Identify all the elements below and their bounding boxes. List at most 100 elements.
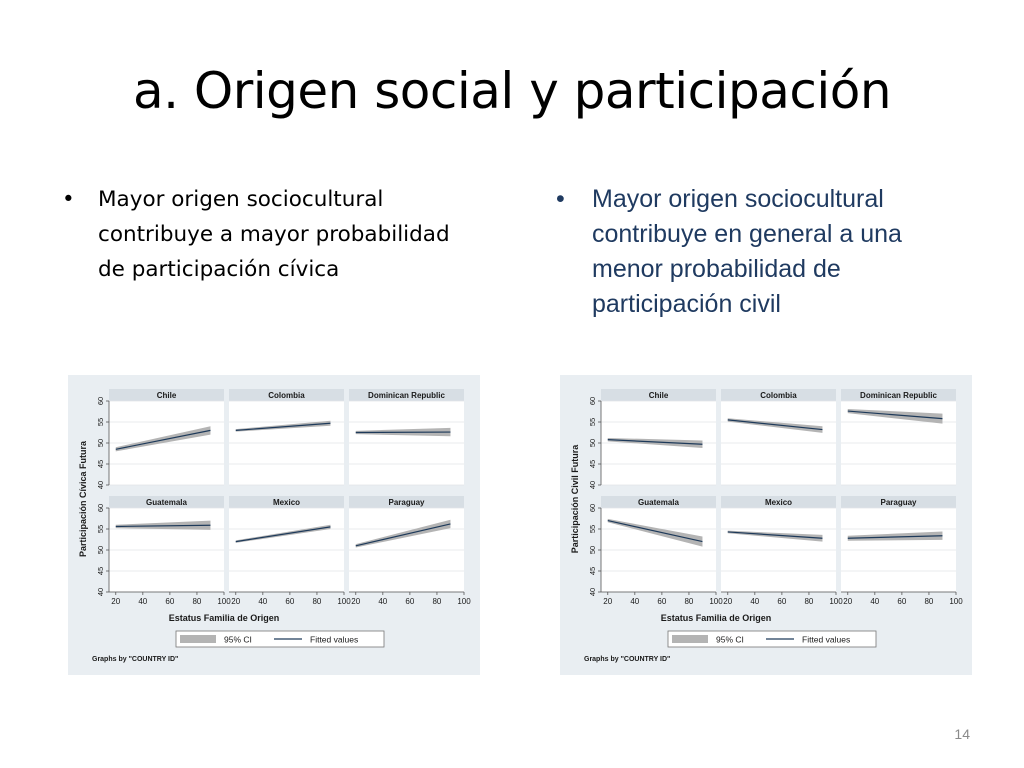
- x-tick-label: 20: [843, 597, 852, 606]
- panel-strip: [601, 496, 716, 508]
- panel-dominican-republic: Dominican Republic: [349, 389, 464, 486]
- x-tick-label: 40: [258, 597, 267, 606]
- x-tick-label: 20: [231, 597, 240, 606]
- legend-label-fit: Fitted values: [310, 635, 358, 645]
- fitted-line: [847, 410, 943, 420]
- panel-title: Colombia: [760, 391, 797, 400]
- page-number: 14: [954, 726, 970, 742]
- panel-strip: [109, 389, 224, 401]
- y-tick-label: 45: [588, 567, 597, 575]
- bullet-left-text: Mayor origen sociocultural contribuye a …: [98, 187, 450, 282]
- x-tick-label: 60: [897, 597, 906, 606]
- fitted-line: [847, 535, 943, 539]
- panel-dominican-republic: Dominican Republic: [841, 389, 956, 486]
- legend: 95% CI Fitted values: [175, 630, 385, 648]
- x-tick-label: 100: [337, 597, 351, 606]
- y-tick-label: 40: [96, 588, 105, 596]
- x-tick-label: 40: [750, 597, 759, 606]
- panel-guatemala: Guatemala 40 45 50 55 60 20 40 60 80 100: [588, 496, 723, 606]
- panel-title: Mexico: [765, 498, 792, 507]
- y-tick-label: 50: [588, 546, 597, 554]
- y-axis-title: Participación Civil Futura: [570, 444, 580, 554]
- panel-strip: [229, 389, 344, 401]
- x-tick-label: 80: [312, 597, 321, 606]
- panel-strip: [109, 496, 224, 508]
- legend-ci-swatch: [672, 635, 708, 643]
- y-tick-label: 45: [588, 460, 597, 468]
- legend-label-ci: 95% CI: [716, 635, 744, 645]
- fitted-line: [235, 422, 331, 431]
- slide-title: a. Origen social y participación: [132, 62, 892, 120]
- x-tick-label: 100: [457, 597, 471, 606]
- x-tick-label: 80: [804, 597, 813, 606]
- legend-ci-swatch: [180, 635, 216, 643]
- y-tick-label: 50: [96, 439, 105, 447]
- x-tick-label: 60: [405, 597, 414, 606]
- x-tick-label: 20: [723, 597, 732, 606]
- ci-band: [115, 520, 211, 530]
- ci-band: [847, 531, 943, 541]
- panel-mexico: Mexico 20 40 60 80 100: [721, 496, 843, 606]
- x-tick-label: 60: [165, 597, 174, 606]
- y-tick-label: 40: [96, 481, 105, 489]
- fitted-line: [727, 419, 823, 431]
- panel-title: Chile: [649, 391, 669, 400]
- y-tick-label: 60: [96, 397, 105, 405]
- panel-strip: [841, 496, 956, 508]
- panel-strip: [349, 496, 464, 508]
- x-tick-label: 60: [285, 597, 294, 606]
- panel-title: Paraguay: [880, 498, 917, 507]
- x-tick-label: 40: [630, 597, 639, 606]
- x-tick-label: 80: [432, 597, 441, 606]
- panel-strip: [349, 389, 464, 401]
- x-tick-label: 100: [709, 597, 723, 606]
- x-axis-title: Estatus Familia de Origen: [169, 613, 280, 623]
- panel-title: Dominican Republic: [860, 391, 937, 400]
- y-axis-title: Participación Cívica Futura: [78, 440, 88, 557]
- x-tick-label: 20: [111, 597, 120, 606]
- x-tick-label: 100: [829, 597, 843, 606]
- chart-civil: Chile 40 45 50 55 60 Colombia Dominican Republi…: [560, 375, 972, 675]
- fitted-line: [355, 523, 451, 547]
- y-tick-label: 55: [96, 525, 105, 533]
- bullet-right-text: Mayor origen sociocultural contribuye en…: [592, 185, 902, 318]
- x-tick-label: 60: [777, 597, 786, 606]
- chart-note: Graphs by "COUNTRY ID": [92, 656, 178, 663]
- legend-label-ci: 95% CI: [224, 635, 252, 645]
- panel-title: Colombia: [268, 391, 305, 400]
- panel-title: Mexico: [273, 498, 300, 507]
- x-tick-label: 100: [217, 597, 231, 606]
- y-tick-label: 55: [96, 418, 105, 426]
- panel-title: Chile: [157, 391, 177, 400]
- panel-colombia: Colombia: [229, 389, 344, 486]
- fitted-line: [115, 524, 211, 528]
- y-tick-label: 50: [96, 546, 105, 554]
- y-tick-label: 60: [588, 397, 597, 405]
- x-tick-label: 20: [603, 597, 612, 606]
- panel-strip: [841, 389, 956, 401]
- panel-chile: Chile 40 45 50 55 60: [588, 389, 716, 489]
- x-tick-label: 40: [378, 597, 387, 606]
- fitted-line: [727, 531, 823, 539]
- y-tick-label: 45: [96, 567, 105, 575]
- fitted-line: [235, 526, 331, 543]
- y-tick-label: 50: [588, 439, 597, 447]
- panel-mexico: Mexico 20 40 60 80 100: [229, 496, 351, 606]
- y-tick-label: 55: [588, 418, 597, 426]
- y-tick-label: 45: [96, 460, 105, 468]
- y-tick-label: 60: [96, 504, 105, 512]
- chart-civica: Chile 40 45 50 55 60 Colombia Dominican Republi…: [68, 375, 480, 675]
- legend-label-fit: Fitted values: [802, 635, 850, 645]
- panel-guatemala: Guatemala 40 45 50 55 60 20 40 60 80 100: [96, 496, 231, 606]
- panel-title: Dominican Republic: [368, 391, 445, 400]
- chart-note: Graphs by "COUNTRY ID": [584, 656, 670, 663]
- x-tick-label: 80: [684, 597, 693, 606]
- panel-strip: [721, 389, 836, 401]
- x-tick-label: 100: [949, 597, 963, 606]
- fitted-line: [607, 439, 703, 445]
- panel-paraguay: Paraguay 20 40 60 80 100: [841, 496, 963, 606]
- x-tick-label: 40: [870, 597, 879, 606]
- bullet-dot: •: [556, 185, 565, 213]
- panel-title: Guatemala: [146, 498, 187, 507]
- y-tick-label: 40: [588, 481, 597, 489]
